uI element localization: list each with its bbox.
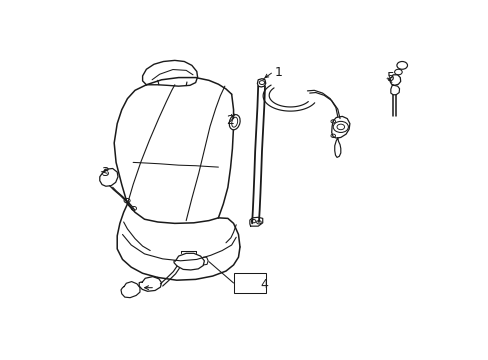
Ellipse shape: [229, 114, 240, 130]
Text: 2: 2: [225, 114, 233, 127]
Text: 5: 5: [386, 71, 394, 84]
Text: 1: 1: [275, 66, 283, 79]
Text: 3: 3: [101, 166, 108, 179]
Text: 4: 4: [260, 278, 267, 291]
